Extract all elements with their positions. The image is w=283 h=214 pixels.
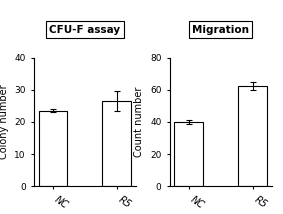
Bar (102, 101, 131, 186)
Bar (38, 111, 67, 186)
Y-axis label: Count number: Count number (134, 87, 144, 157)
Bar (238, 86, 267, 186)
Text: CFU-F assay: CFU-F assay (49, 25, 121, 34)
Y-axis label: Colony number: Colony number (0, 85, 8, 159)
Bar (174, 122, 203, 186)
Text: Migration: Migration (192, 25, 249, 34)
